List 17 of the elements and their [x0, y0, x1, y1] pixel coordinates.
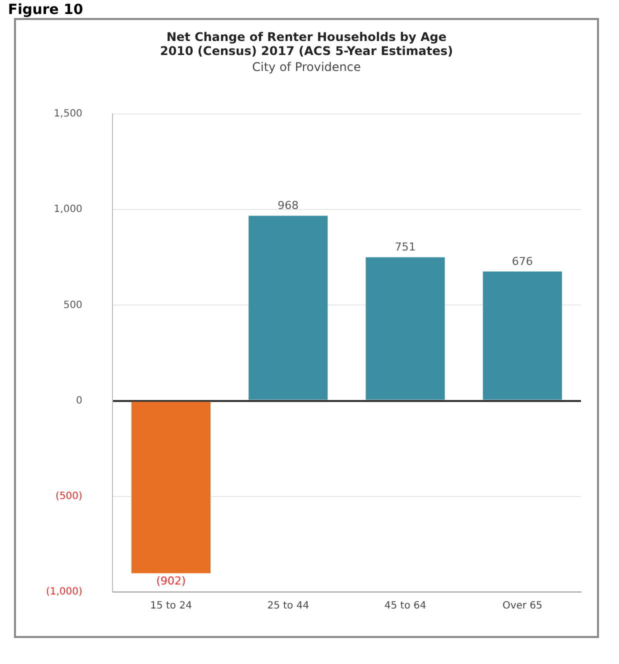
- x-tick-label: 45 to 64: [384, 600, 426, 612]
- caption: Figure 10: [8, 2, 84, 18]
- chart-title: Net Change of Renter Households by Age 2010 (Census) 2017 (ACS 5-Year Estimates): [158, 30, 454, 58]
- y-tick-label: 1,000: [54, 204, 82, 216]
- y-tick-label: 1,500: [54, 108, 82, 120]
- y-tick-label: (500): [56, 490, 83, 502]
- x-tick-label: 15 to 24: [150, 600, 192, 612]
- x-tick-label: 25 to 44: [267, 600, 310, 612]
- data-label: 676: [512, 254, 533, 268]
- data-label: 751: [394, 240, 416, 254]
- chart-subtitle: City of Providence: [251, 60, 362, 74]
- x-tick-label: Over 65: [502, 600, 542, 612]
- data-label: (902): [156, 574, 186, 588]
- y-tick-label: 500: [63, 300, 82, 311]
- y-tick-label: (1,000): [46, 586, 83, 598]
- data-label: 968: [278, 199, 299, 212]
- y-tick-label: 0: [76, 395, 82, 406]
